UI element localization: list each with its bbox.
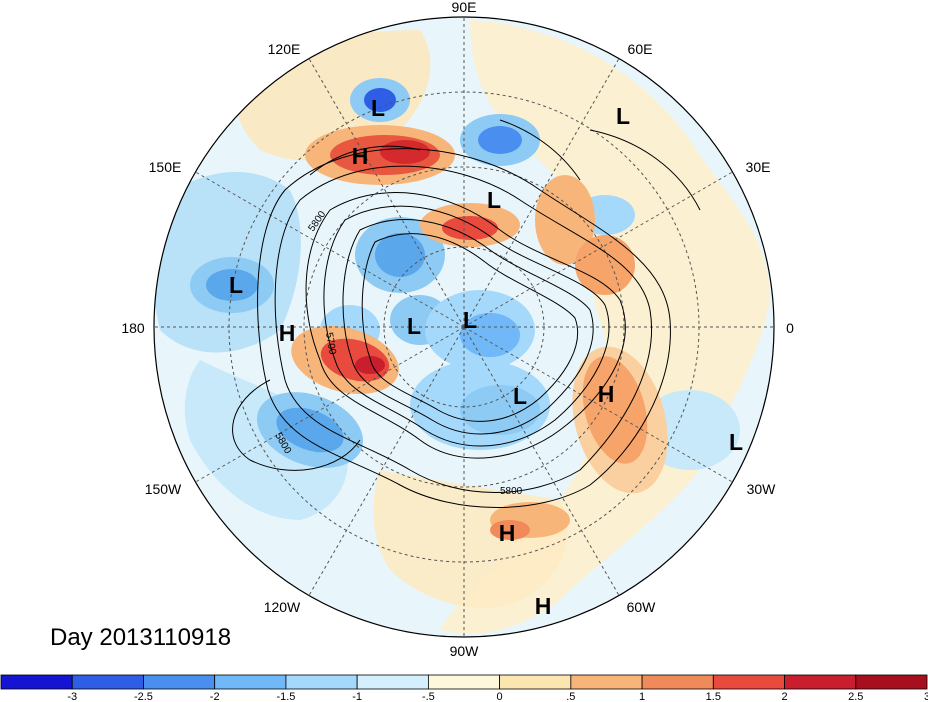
colorbar-tick-label: -2 <box>210 691 220 702</box>
warm-anomaly <box>490 520 530 540</box>
low-pressure-label: L <box>371 95 385 121</box>
colorbar-segment <box>71 674 144 690</box>
meridian-line <box>195 171 465 328</box>
low-pressure-label: L <box>616 103 630 129</box>
warm-anomaly <box>575 235 635 295</box>
colorbar-tick-label: .5 <box>566 691 575 702</box>
meridian-label: 60W <box>627 599 657 615</box>
meridian-label: 120W <box>264 599 301 615</box>
colorbar-tick-label: -.5 <box>422 691 435 702</box>
pressure-centers: L H L L L H L L L H L H H <box>229 95 743 619</box>
colorbar-segment <box>356 674 429 690</box>
meridian-label: 60E <box>628 41 653 57</box>
colorbar-segment <box>285 674 358 690</box>
meridian-label: 150E <box>149 159 182 175</box>
colorbar-segment <box>855 674 928 690</box>
colorbar-tick-label: 2.5 <box>848 691 863 702</box>
colorbar-tick-label: -1.5 <box>276 691 295 702</box>
low-pressure-label: L <box>729 429 743 455</box>
colorbar-segment <box>641 674 714 690</box>
low-pressure-label: L <box>463 307 477 333</box>
meridian-label: 90W <box>450 643 480 659</box>
cool-anomaly <box>206 269 258 301</box>
cool-anomaly <box>460 313 520 357</box>
colorbar-tick-label: 1.5 <box>706 691 721 702</box>
colorbar-segment <box>712 674 785 690</box>
meridian-line <box>195 326 465 483</box>
warm-anomaly <box>380 140 430 164</box>
meridian-labels: 90E 60E 30E 0 30W 60W 90W 120W 150W 180 … <box>121 0 794 659</box>
meridian-label: 150W <box>145 481 182 497</box>
colorbar-tick-label: 0 <box>497 691 503 702</box>
high-pressure-label: H <box>352 143 369 169</box>
warm-anomaly <box>582 356 648 464</box>
colorbar-segment <box>143 674 216 690</box>
colorbar-segment <box>784 674 857 690</box>
cool-anomaly <box>364 88 396 112</box>
date-title: Day 2013110918 <box>50 624 231 651</box>
colorbar-segment <box>570 674 643 690</box>
map-boundary <box>153 16 775 638</box>
low-pressure-label: L <box>487 187 501 213</box>
low-pressure-label: L <box>513 383 527 409</box>
meridian-label: 180 <box>121 320 145 336</box>
cool-anomaly <box>478 126 522 154</box>
low-pressure-label: L <box>407 313 421 339</box>
colorbar-segment <box>499 674 572 690</box>
colorbar: -3 -2.5 -2 -1.5 -1 -.5 0 .5 1 1.5 2 2.5 3 <box>0 674 928 702</box>
warm-anomaly <box>442 216 498 240</box>
cool-anomaly <box>460 385 540 435</box>
low-pressure-label: L <box>229 272 243 298</box>
height-contours <box>232 119 701 508</box>
high-pressure-label: H <box>279 320 296 346</box>
graticule <box>154 17 774 637</box>
colorbar-tick-label: -2.5 <box>134 691 153 702</box>
high-pressure-label: H <box>499 520 516 546</box>
cool-anomaly <box>276 407 344 453</box>
contour-label: 5800 <box>500 486 523 497</box>
high-pressure-label: H <box>598 381 615 407</box>
meridian-line <box>463 326 733 483</box>
warm-anomaly <box>355 356 385 374</box>
colorbar-tick-label: -3 <box>67 691 77 702</box>
colorbar-tick-label: 1 <box>639 691 645 702</box>
meridian-label: 30W <box>747 481 777 497</box>
meridian-line <box>463 171 733 328</box>
colorbar-segment <box>214 674 287 690</box>
high-pressure-label: H <box>535 593 552 619</box>
meridian-label: 120E <box>268 41 301 57</box>
meridian-label: 30E <box>746 159 771 175</box>
meridian-line <box>308 58 465 328</box>
colorbar-tick-label: 3 <box>924 691 928 702</box>
meridian-label: 90E <box>452 0 477 15</box>
colorbar-tick-label: 2 <box>781 691 787 702</box>
colorbar-tick-label: -1 <box>352 691 362 702</box>
meridian-line <box>463 326 620 596</box>
cool-anomaly <box>375 233 425 277</box>
meridian-line <box>308 326 465 596</box>
meridian-label: 0 <box>786 320 794 336</box>
colorbar-segment <box>427 674 501 690</box>
colorbar-segment <box>0 674 73 690</box>
contour-label: 5700 <box>323 332 338 356</box>
warm-anomaly <box>535 175 595 265</box>
meridian-line <box>463 58 620 328</box>
